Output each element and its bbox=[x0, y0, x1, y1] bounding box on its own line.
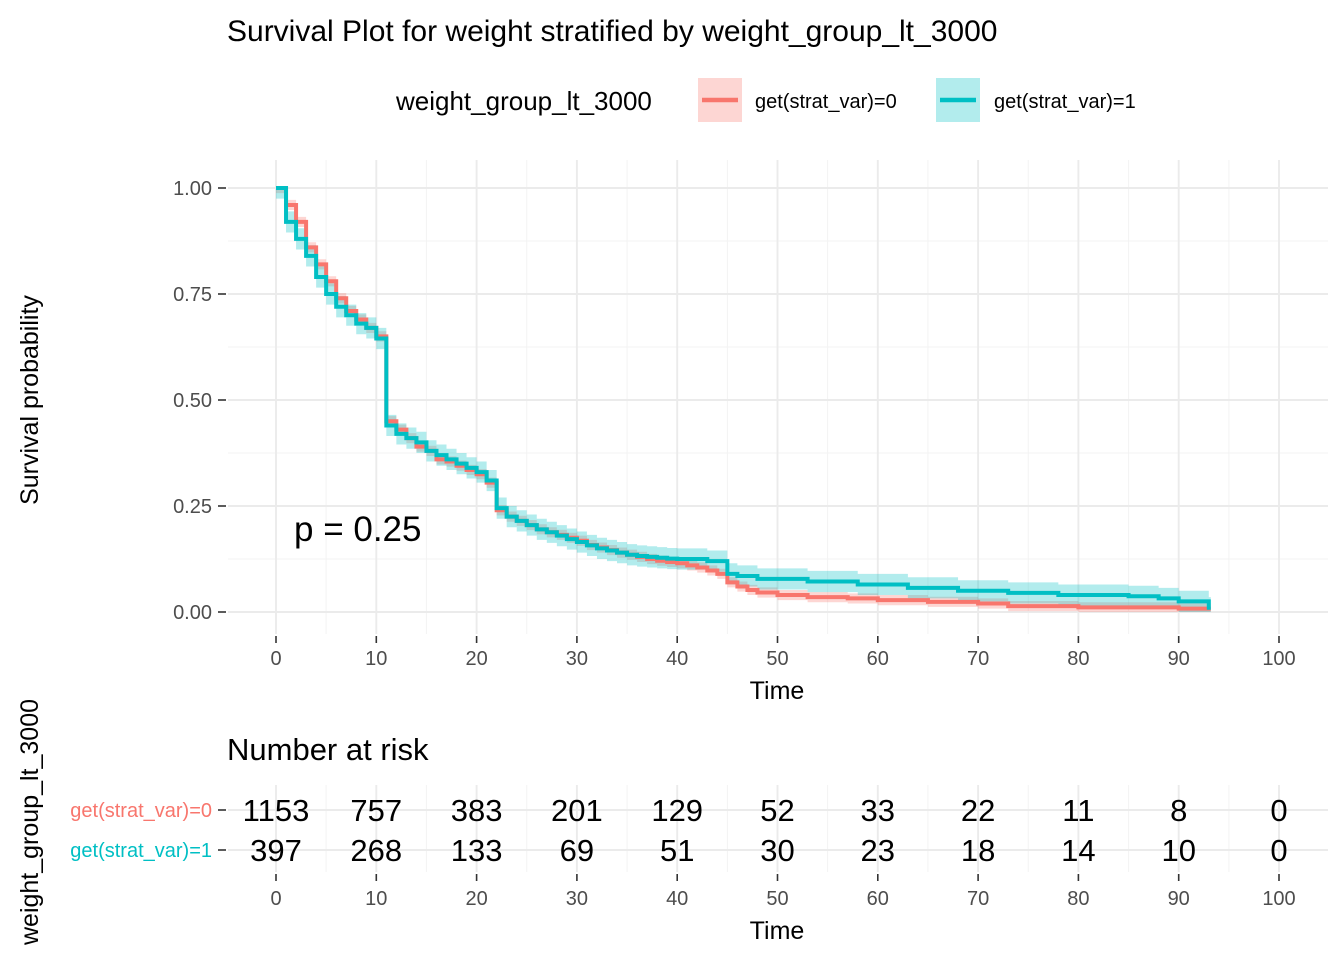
risk-count: 18 bbox=[961, 833, 995, 868]
risk-count: 10 bbox=[1161, 833, 1195, 868]
risk-count: 757 bbox=[350, 793, 402, 828]
y-tick-label: 0.50 bbox=[173, 390, 212, 412]
legend-label-group1: get(strat_var)=1 bbox=[994, 91, 1136, 113]
risk-count: 0 bbox=[1270, 833, 1287, 868]
x-tick-label: 80 bbox=[1067, 648, 1089, 670]
risk-count: 22 bbox=[961, 793, 995, 828]
x-tick-label: 100 bbox=[1262, 648, 1295, 670]
y-tick-label: 0.75 bbox=[173, 284, 212, 306]
grid-minor bbox=[228, 160, 1328, 634]
x-tick-label: 20 bbox=[465, 648, 487, 670]
risk-table-title: Number at risk bbox=[227, 732, 429, 767]
y-axis-title: Survival probability bbox=[16, 295, 44, 505]
risk-count: 268 bbox=[350, 833, 402, 868]
risk-count: 383 bbox=[451, 793, 503, 828]
risk-x-tick-label: 30 bbox=[566, 888, 588, 910]
y-axis: 0.00 0.25 0.50 0.75 1.00 bbox=[173, 178, 226, 624]
ci-band-group1 bbox=[276, 188, 1211, 612]
risk-y-axis-title: weight_group_lt_3000 bbox=[16, 699, 44, 946]
x-axis-title: Time bbox=[750, 677, 805, 705]
risk-x-tick-label: 80 bbox=[1067, 888, 1089, 910]
grid-major bbox=[228, 160, 1328, 634]
survival-curve-group1 bbox=[276, 186, 1211, 610]
risk-x-axis-title: Time bbox=[750, 917, 805, 945]
y-tick-label: 0.00 bbox=[173, 602, 212, 624]
p-value-annotation: p = 0.25 bbox=[294, 510, 421, 549]
risk-count: 23 bbox=[861, 833, 895, 868]
risk-count: 201 bbox=[551, 793, 603, 828]
risk-count: 8 bbox=[1170, 793, 1187, 828]
risk-x-tick-label: 50 bbox=[766, 888, 788, 910]
risk-count: 33 bbox=[861, 793, 895, 828]
risk-x-tick-label: 40 bbox=[666, 888, 688, 910]
legend: weight_group_lt_3000 get(strat_var)=0 ge… bbox=[395, 78, 1136, 122]
legend-key-group0 bbox=[698, 78, 742, 122]
risk-x-tick-label: 100 bbox=[1262, 888, 1295, 910]
x-tick-label: 60 bbox=[867, 648, 889, 670]
risk-row-label: get(strat_var)=0 bbox=[70, 800, 212, 822]
legend-key-group1 bbox=[936, 78, 980, 122]
x-tick-label: 10 bbox=[365, 648, 387, 670]
risk-x-tick-label: 90 bbox=[1168, 888, 1190, 910]
legend-label-group0: get(strat_var)=0 bbox=[755, 91, 897, 113]
risk-x-tick-label: 0 bbox=[270, 888, 281, 910]
risk-count: 133 bbox=[451, 833, 503, 868]
risk-count: 129 bbox=[651, 793, 703, 828]
risk-count: 397 bbox=[250, 833, 302, 868]
chart-title: Survival Plot for weight stratified by w… bbox=[227, 15, 997, 48]
risk-count: 30 bbox=[760, 833, 794, 868]
risk-count: 1153 bbox=[243, 793, 310, 828]
risk-x-tick-label: 20 bbox=[465, 888, 487, 910]
risk-count: 0 bbox=[1270, 793, 1287, 828]
survival-curves bbox=[276, 186, 1211, 611]
x-tick-label: 70 bbox=[967, 648, 989, 670]
legend-title: weight_group_lt_3000 bbox=[395, 86, 652, 116]
risk-count: 52 bbox=[760, 793, 794, 828]
y-tick-label: 1.00 bbox=[173, 178, 212, 200]
risk-table: get(strat_var)=0 1153 757 383 201 129 52 33 22 11… bbox=[70, 793, 1287, 868]
risk-count: 11 bbox=[1062, 793, 1094, 828]
x-tick-label: 50 bbox=[766, 648, 788, 670]
x-tick-label: 0 bbox=[270, 648, 281, 670]
risk-count: 69 bbox=[560, 833, 594, 868]
y-tick-label: 0.25 bbox=[173, 496, 212, 518]
risk-row-label: get(strat_var)=1 bbox=[70, 840, 212, 862]
risk-count: 14 bbox=[1061, 833, 1095, 868]
x-tick-label: 40 bbox=[666, 648, 688, 670]
risk-count: 51 bbox=[660, 833, 694, 868]
risk-x-tick-label: 10 bbox=[365, 888, 387, 910]
x-tick-label: 90 bbox=[1168, 648, 1190, 670]
risk-x-tick-label: 70 bbox=[967, 888, 989, 910]
risk-table-x-axis: 0 10 20 30 40 50 60 70 80 90 100 bbox=[270, 874, 1296, 910]
x-tick-label: 30 bbox=[566, 648, 588, 670]
confidence-bands bbox=[276, 188, 1211, 612]
risk-x-tick-label: 60 bbox=[867, 888, 889, 910]
risk-table-grid bbox=[228, 785, 1328, 872]
x-axis: 0 10 20 30 40 50 60 70 80 90 100 bbox=[270, 636, 1296, 670]
